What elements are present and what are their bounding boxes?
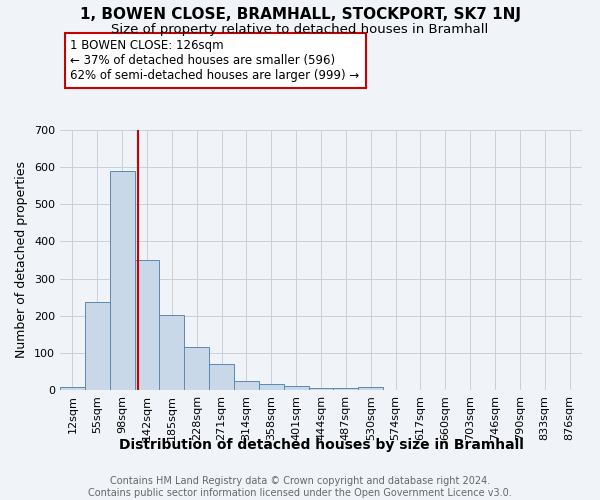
Text: 1 BOWEN CLOSE: 126sqm
← 37% of detached houses are smaller (596)
62% of semi-det: 1 BOWEN CLOSE: 126sqm ← 37% of detached … xyxy=(70,39,359,82)
Text: Size of property relative to detached houses in Bramhall: Size of property relative to detached ho… xyxy=(112,22,488,36)
Bar xyxy=(60,387,85,390)
Y-axis label: Number of detached properties: Number of detached properties xyxy=(16,162,28,358)
Bar xyxy=(259,384,284,390)
Text: Distribution of detached houses by size in Bramhall: Distribution of detached houses by size … xyxy=(119,438,523,452)
Bar xyxy=(134,260,160,390)
Bar xyxy=(110,171,134,390)
Bar xyxy=(85,302,110,390)
Text: 1, BOWEN CLOSE, BRAMHALL, STOCKPORT, SK7 1NJ: 1, BOWEN CLOSE, BRAMHALL, STOCKPORT, SK7… xyxy=(79,8,521,22)
Bar xyxy=(184,348,209,390)
Bar xyxy=(234,380,259,390)
Bar xyxy=(308,388,334,390)
Bar xyxy=(209,364,234,390)
Bar xyxy=(160,315,184,390)
Bar xyxy=(284,386,308,390)
Text: Contains HM Land Registry data © Crown copyright and database right 2024.
Contai: Contains HM Land Registry data © Crown c… xyxy=(88,476,512,498)
Bar xyxy=(358,387,383,390)
Bar xyxy=(334,388,358,390)
